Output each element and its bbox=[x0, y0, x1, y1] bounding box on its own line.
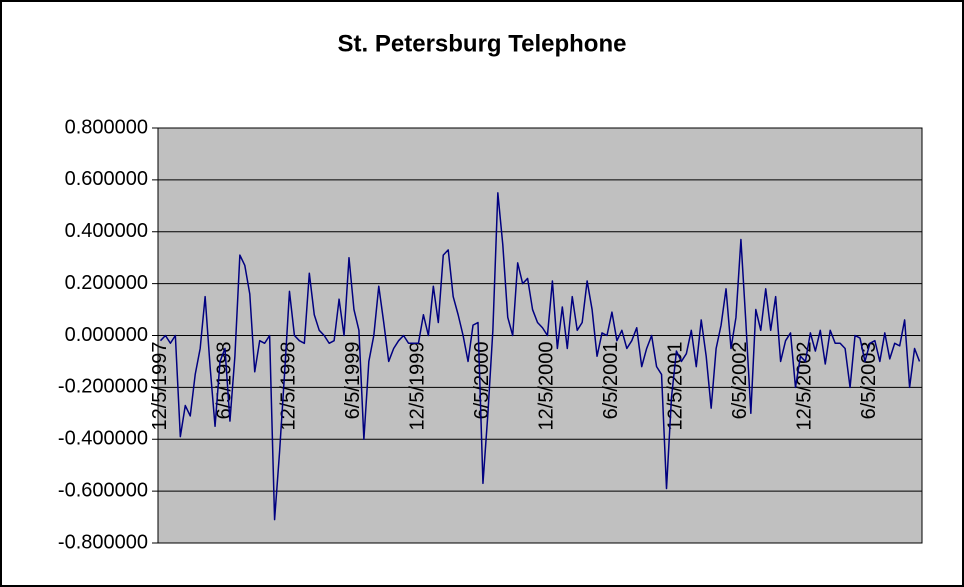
x-tick-label: 6/5/2000 bbox=[471, 342, 493, 420]
x-tick-label: 6/5/1999 bbox=[342, 342, 364, 420]
x-tick-label: 6/5/2001 bbox=[600, 342, 622, 420]
y-tick-label: -0.600000 bbox=[58, 479, 148, 501]
x-tick-label: 12/5/1999 bbox=[407, 342, 429, 431]
x-tick-label: 6/5/2002 bbox=[729, 342, 751, 420]
data-line bbox=[159, 192, 921, 521]
y-tick-label: -0.400000 bbox=[58, 428, 148, 450]
x-tick-label: 12/5/1998 bbox=[278, 342, 300, 431]
y-tick-label: 0.000000 bbox=[65, 324, 148, 346]
y-tick-label: 0.400000 bbox=[65, 220, 148, 242]
y-tick-label: -0.200000 bbox=[58, 376, 148, 398]
chart-title: St. Petersburg Telephone bbox=[338, 30, 627, 57]
y-tick-label: 0.200000 bbox=[65, 272, 148, 294]
x-tick-label: 6/5/2003 bbox=[858, 342, 880, 420]
x-tick-label: 12/5/2000 bbox=[536, 342, 558, 431]
x-tick-label: 12/5/2002 bbox=[794, 342, 816, 431]
y-tick-label: 0.800000 bbox=[65, 116, 148, 138]
y-tick-label: 0.600000 bbox=[65, 168, 148, 190]
x-tick-label: 6/5/1998 bbox=[213, 342, 235, 420]
y-tick-label: -0.800000 bbox=[58, 531, 148, 553]
x-tick-label: 12/5/1997 bbox=[149, 342, 171, 431]
